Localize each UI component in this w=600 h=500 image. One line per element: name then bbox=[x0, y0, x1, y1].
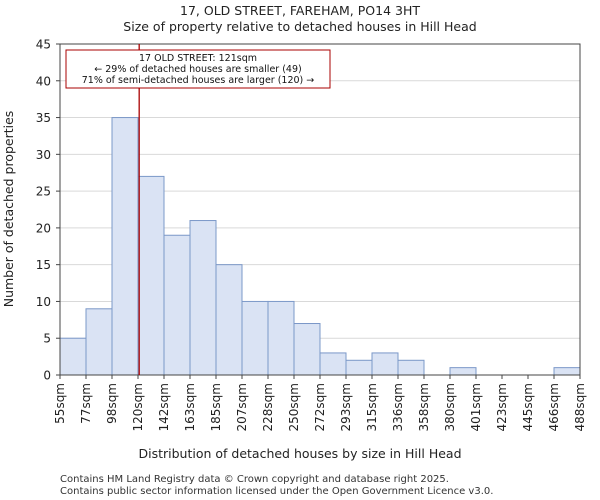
annotation-line-1: 17 OLD STREET: 121sqm bbox=[139, 53, 257, 64]
x-tick-label: 380sqm bbox=[443, 383, 457, 431]
x-tick-label: 466sqm bbox=[547, 383, 561, 431]
x-axis-ticks: 55sqm 77sqm 98sqm 120sqm 142sqm 163sqm 185sqm 2… bbox=[53, 375, 587, 431]
footer-line-1: Contains HM Land Registry data © Crown c… bbox=[60, 474, 449, 485]
histogram-bar bbox=[267, 300, 295, 376]
x-tick-label: 55sqm bbox=[53, 383, 67, 424]
histogram-bar bbox=[345, 359, 373, 376]
y-tick-label: 5 bbox=[43, 332, 51, 346]
histogram-bar bbox=[137, 175, 165, 376]
y-tick-label: 40 bbox=[36, 74, 51, 88]
chart-subtitle: Size of property relative to detached ho… bbox=[123, 19, 476, 34]
plot-frame bbox=[59, 43, 581, 376]
annotation-line-3: 71% of semi-detached houses are larger (… bbox=[82, 75, 315, 86]
histogram-bar bbox=[59, 337, 87, 376]
histogram-bar bbox=[189, 220, 217, 376]
annotation-frame bbox=[65, 49, 331, 89]
histogram-bar bbox=[553, 367, 581, 376]
y-axis-ticks: 0 5 10 15 20 25 30 35 40 45 bbox=[36, 38, 60, 383]
x-tick-label: 98sqm bbox=[105, 383, 119, 424]
x-tick-label: 423sqm bbox=[495, 383, 509, 431]
histogram-bar bbox=[371, 352, 399, 376]
x-tick-label: 228sqm bbox=[261, 383, 275, 431]
histogram-bar bbox=[397, 359, 425, 376]
histogram-bar bbox=[449, 367, 477, 376]
x-tick-label: 336sqm bbox=[391, 383, 405, 431]
x-tick-label: 142sqm bbox=[157, 383, 171, 431]
x-tick-label: 77sqm bbox=[79, 383, 93, 424]
histogram-bar bbox=[319, 352, 347, 376]
y-tick-label: 25 bbox=[36, 185, 51, 199]
x-tick-label: 488sqm bbox=[573, 383, 587, 431]
y-tick-label: 0 bbox=[43, 369, 51, 383]
histogram-bar bbox=[111, 117, 139, 376]
histogram-bar bbox=[163, 234, 191, 376]
x-tick-label: 315sqm bbox=[365, 383, 379, 431]
x-tick-label: 250sqm bbox=[287, 383, 301, 431]
footer-line-2: Contains public sector information licen… bbox=[60, 486, 493, 497]
chart-title: 17, OLD STREET, FAREHAM, PO14 3HT bbox=[180, 3, 420, 18]
x-tick-label: 272sqm bbox=[313, 383, 327, 431]
y-axis-label: Number of detached properties bbox=[1, 111, 16, 308]
annotation-line-2: ← 29% of detached houses are smaller (49… bbox=[94, 64, 301, 75]
x-tick-label: 207sqm bbox=[235, 383, 249, 431]
histogram-bar bbox=[85, 308, 113, 376]
y-tick-label: 30 bbox=[36, 148, 51, 162]
y-tick-label: 15 bbox=[36, 258, 51, 272]
x-tick-label: 185sqm bbox=[209, 383, 223, 431]
x-tick-label: 163sqm bbox=[183, 383, 197, 431]
y-tick-label: 35 bbox=[36, 111, 51, 125]
histogram-bar bbox=[215, 264, 243, 376]
x-tick-label: 293sqm bbox=[339, 383, 353, 431]
histogram-bar bbox=[241, 300, 269, 376]
annotation-box: 17 OLD STREET: 121sqm ← 29% of detached … bbox=[65, 49, 331, 89]
histogram-bar bbox=[293, 323, 321, 376]
x-tick-label: 120sqm bbox=[131, 383, 145, 431]
y-tick-label: 10 bbox=[36, 295, 51, 309]
x-tick-label: 445sqm bbox=[521, 383, 535, 431]
x-tick-label: 401sqm bbox=[469, 383, 483, 431]
x-tick-label: 358sqm bbox=[417, 383, 431, 431]
y-tick-label: 45 bbox=[36, 38, 51, 52]
y-tick-label: 20 bbox=[36, 221, 51, 235]
x-axis-label: Distribution of detached houses by size … bbox=[138, 446, 461, 461]
bars bbox=[59, 117, 581, 376]
